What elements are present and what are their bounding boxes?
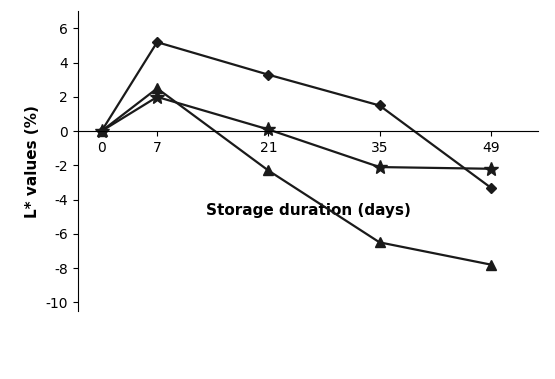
- X-axis label: Storage duration (days): Storage duration (days): [205, 204, 411, 218]
- Y-axis label: L* values (%): L* values (%): [25, 105, 40, 218]
